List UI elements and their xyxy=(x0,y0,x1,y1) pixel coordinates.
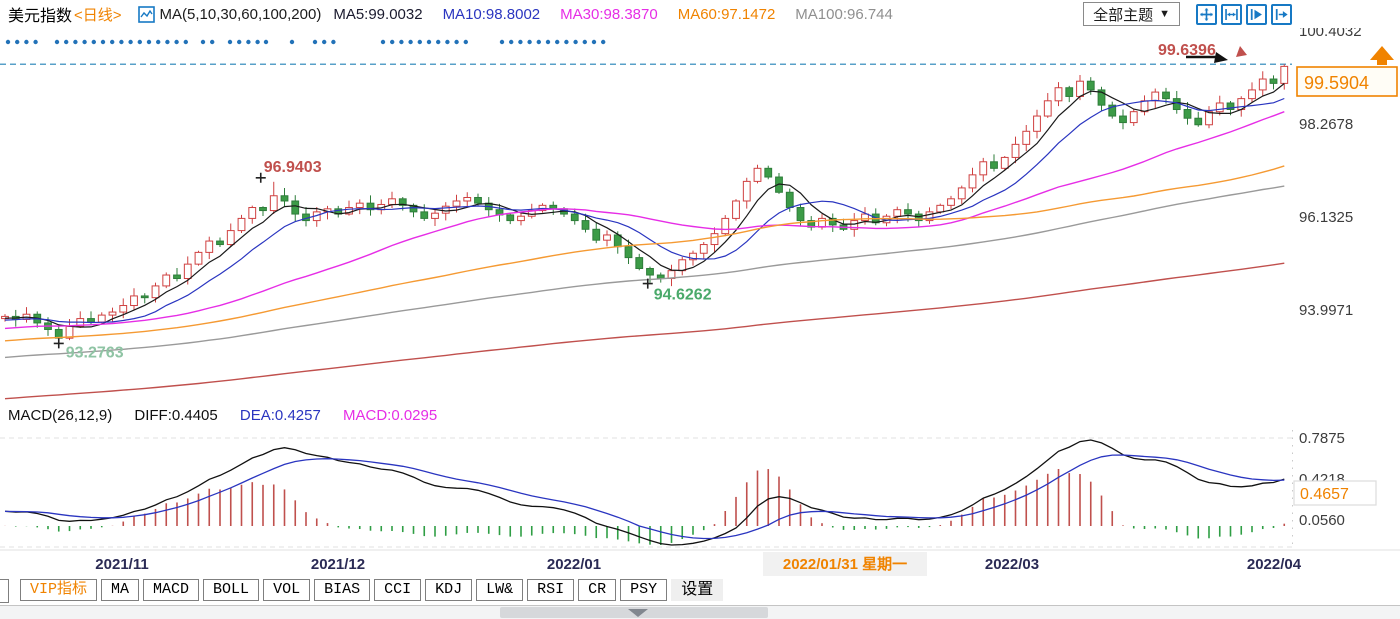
date-tick-label: 2022/01 xyxy=(547,556,601,573)
y-axis-tick-label: 100.4032 xyxy=(1299,28,1362,40)
ma60-line xyxy=(4,165,1285,342)
extreme-price-label: 96.9403 xyxy=(264,159,322,176)
theme-select-button[interactable]: 全部主题 ▼ xyxy=(1083,2,1180,26)
tab-vip-indicators[interactable]: VIP指标 xyxy=(20,579,98,601)
macd-settings-label[interactable]: MACD(26,12,9) xyxy=(8,407,113,424)
tab-clipped-left[interactable] xyxy=(0,579,9,603)
y-axis-tick-label: 98.2678 xyxy=(1299,116,1353,133)
play-forward-icon[interactable] xyxy=(1246,3,1267,25)
extreme-price-label: 93.2763 xyxy=(66,344,124,361)
macd-current-value: 0.4657 xyxy=(1300,486,1349,503)
tab-boll[interactable]: BOLL xyxy=(203,579,260,601)
candles-layer xyxy=(1,64,1289,342)
date-tick-label: 2022/03 xyxy=(985,556,1039,573)
y-axis-tick-label: 96.1325 xyxy=(1299,209,1353,226)
macd-diff-value: DIFF:0.4405 xyxy=(134,407,218,424)
ma100-line xyxy=(4,185,1285,359)
tab-vol[interactable]: VOL xyxy=(263,579,311,601)
date-tick-label: 2021/11 xyxy=(95,556,148,573)
tab-lw[interactable]: LW& xyxy=(476,579,524,601)
macd-diff-line xyxy=(4,439,1285,546)
current-price-value: 99.5904 xyxy=(1304,73,1369,93)
ma10-line xyxy=(4,97,1285,324)
candlestick-chart-icon[interactable] xyxy=(137,5,155,23)
date-tick-label: 2021/12 xyxy=(311,556,365,573)
macd-histogram xyxy=(4,469,1286,545)
toolbar-icons xyxy=(1192,3,1292,25)
theme-select-label: 全部主题 xyxy=(1093,6,1154,24)
tab-settings[interactable]: 设置 xyxy=(671,579,724,601)
selected-date-label[interactable]: 2022/01/31 星期一 xyxy=(783,555,907,573)
new-high-arrow-icon xyxy=(1236,46,1247,57)
x-axis-dates: 2021/11 2021/12 2022/01 2022/01/31 星期一 2022/… xyxy=(95,552,1302,576)
ma-value-label: MA5:99.0032 xyxy=(333,5,423,23)
tab-cci[interactable]: CCI xyxy=(374,579,422,601)
extreme-cross-marker xyxy=(642,278,653,289)
indicator-tab-bar: VIP指标 MA MACD BOLL VOL BIAS CCI KDJ LW& RSI CR PSY 设… xyxy=(0,579,1400,606)
macd-value-box: 0.4657 xyxy=(1293,480,1377,506)
ma-current-values: MA5:99.0032 MA10:98.8002 MA30:98.3870 MA60:… xyxy=(333,6,913,23)
extreme-cross-marker xyxy=(53,338,64,349)
ma-value-label: MA60:97.1472 xyxy=(677,5,776,23)
macd-dea-value: DEA:0.4257 xyxy=(239,407,321,424)
event-dots-layer xyxy=(5,39,606,45)
ma-lines-layer xyxy=(4,83,1285,400)
tab-rsi[interactable]: RSI xyxy=(527,579,575,601)
tab-macd[interactable]: MACD xyxy=(143,579,200,601)
fit-width-icon[interactable] xyxy=(1221,3,1242,25)
ma-value-label: MA100:96.744 xyxy=(795,5,893,23)
period-label[interactable]: <日线> xyxy=(74,6,122,24)
ma-settings-label[interactable]: MA(5,10,30,60,100,200) xyxy=(159,5,322,23)
step-out-icon[interactable] xyxy=(1271,3,1292,25)
main-y-axis: 100.4032 98.2678 96.1325 93.9971 xyxy=(1299,28,1362,319)
ma-value-label: MA10:98.8002 xyxy=(442,5,541,23)
ma-value-label: MA30:98.3870 xyxy=(560,5,658,23)
y-axis-tick-label: 0.0560 xyxy=(1299,512,1345,529)
price-annotations-layer: 93.2763 96.9403 94.6262 99.6396 xyxy=(53,42,1247,361)
pan-crosshair-icon[interactable] xyxy=(1196,3,1217,25)
symbol-name: 美元指数 xyxy=(8,8,73,25)
ma200-line xyxy=(4,262,1285,400)
tab-psy[interactable]: PSY xyxy=(620,579,668,601)
chart-header: 美元指数 <日线> MA(5,10,30,60,100,200) MA5:99.… xyxy=(0,0,1400,28)
date-tick-label: 2022/04 xyxy=(1247,556,1302,573)
macd-header: MACD(26,12,9) DIFF:0.4405 DEA:0.4257 MAC… xyxy=(8,407,455,424)
y-axis-tick-label: 93.9971 xyxy=(1299,302,1353,319)
extreme-cross-marker xyxy=(255,172,266,183)
macd-macd-value: MACD:0.0295 xyxy=(342,407,438,424)
price-up-arrow-icon xyxy=(1370,46,1394,60)
current-price-box: 99.5904 xyxy=(1296,46,1398,97)
session-high-label: 99.6396 xyxy=(1158,42,1216,59)
tab-ma[interactable]: MA xyxy=(101,579,140,601)
tab-bias[interactable]: BIAS xyxy=(314,579,371,601)
ma5-line xyxy=(4,83,1285,328)
tab-kdj[interactable]: KDJ xyxy=(425,579,473,601)
collapse-panel-arrow-icon[interactable] xyxy=(628,609,648,617)
price-chart: 93.2763 96.9403 94.6262 99.6396 100.4032 98.2… xyxy=(0,28,1400,576)
extreme-price-label: 94.6262 xyxy=(654,287,712,304)
tab-cr[interactable]: CR xyxy=(578,579,617,601)
chevron-down-icon: ▼ xyxy=(1159,8,1170,20)
y-axis-tick-label: 0.7875 xyxy=(1299,430,1345,447)
macd-dea-line xyxy=(4,454,1285,540)
ma30-line xyxy=(4,111,1285,330)
macd-pane xyxy=(4,439,1286,546)
